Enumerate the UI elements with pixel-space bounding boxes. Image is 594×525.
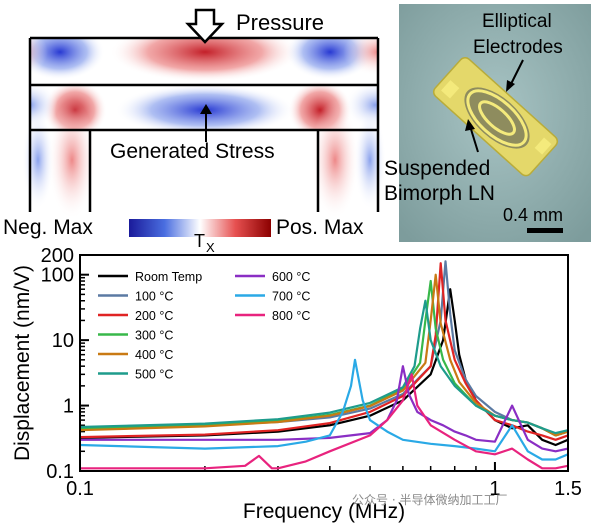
y-tick-label: 200 [41, 245, 74, 267]
y-axis-title: Displacement (nm/V) [11, 265, 34, 461]
legend-label: 800 °C [272, 309, 310, 323]
colorbar-symbol: T [194, 231, 205, 251]
bimorph-pointer-line [469, 125, 479, 153]
device-image [432, 56, 559, 177]
y-tick-label: 10 [52, 330, 74, 352]
colorbar [129, 219, 271, 237]
series-line-5 [80, 299, 568, 435]
bimorph-label-line2: Bimorph LN [384, 182, 495, 205]
y-tick-label: 1 [63, 396, 74, 418]
watermark: 公众号 · 半导体微纳加工工厂 [352, 493, 507, 507]
electrodes-label-line1: Elliptical [482, 11, 552, 32]
legend-label: 300 °C [135, 329, 173, 343]
bimorph-label-line1: Suspended [384, 157, 490, 180]
colorbar-pos-label: Pos. Max [276, 216, 364, 239]
legend-label: 700 °C [272, 290, 310, 304]
pressure-label: Pressure [236, 10, 324, 35]
x-ticks: 0.1 1 1.5 [66, 462, 582, 500]
scale-bar [527, 228, 563, 233]
x-tick-label: 1 [489, 478, 500, 500]
legend-label: Room Temp [135, 270, 202, 284]
device-photo-panel: Elliptical Electrodes Suspended Bimorph … [384, 4, 591, 242]
series-line-6 [80, 365, 568, 453]
x-axis-title: Frequency (MHz) [243, 500, 405, 523]
colorbar-subscript: X [206, 240, 215, 255]
x-tick-label: 0.1 [66, 478, 94, 500]
series-line-8 [80, 373, 568, 470]
legend: Room Temp 100 °C 200 °C 300 °C 400 °C 500 °C 6… [98, 270, 310, 382]
scale-bar-label: 0.4 mm [503, 205, 563, 225]
legend-label: 100 °C [135, 290, 173, 304]
colorbar-neg-label: Neg. Max [3, 216, 93, 239]
electrodes-label-line2: Electrodes [473, 37, 563, 58]
legend-label: 500 °C [135, 368, 173, 382]
series-layer [80, 260, 568, 470]
x-tick-label: 1.5 [554, 478, 582, 500]
electrodes-pointer-icon [506, 80, 515, 92]
pressure-arrow-icon [185, 8, 225, 44]
legend-label: 400 °C [135, 348, 173, 362]
stress-simulation-panel: Pressure Generated Stress Neg. Max Pos. … [3, 8, 386, 255]
stress-arrow-icon [200, 104, 212, 114]
y-tick-label: 0.1 [46, 461, 74, 483]
legend-label: 200 °C [135, 309, 173, 323]
legend-label: 600 °C [272, 270, 310, 284]
series-line-7 [80, 358, 568, 461]
bimorph-pointer-icon [465, 119, 475, 131]
series-line-2 [80, 262, 568, 441]
stress-label: Generated Stress [110, 140, 275, 163]
y-tick-label: 100 [41, 265, 74, 287]
electrodes-pointer-line [509, 59, 524, 87]
series-line-0 [80, 288, 568, 447]
plot-frame [79, 254, 569, 472]
